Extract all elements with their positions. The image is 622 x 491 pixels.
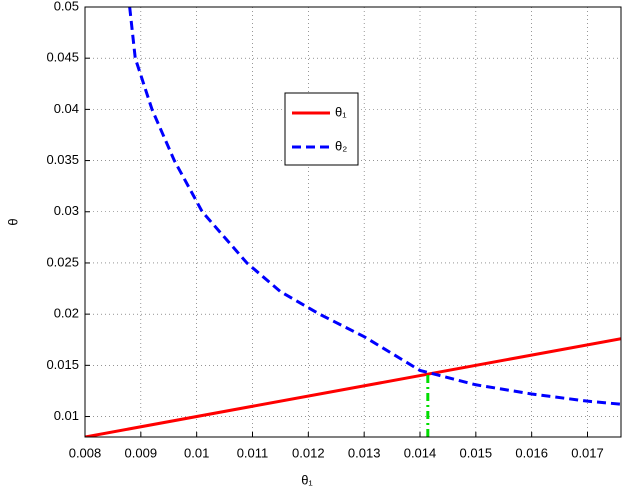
y-tick-label: 0.035 xyxy=(46,152,79,167)
y-tick-label: 0.045 xyxy=(46,50,79,65)
x-tick-label: 0.009 xyxy=(125,445,158,460)
y-tick-label: 0.05 xyxy=(54,0,79,13)
y-tick-label: 0.025 xyxy=(46,254,79,269)
x-tick-label: 0.013 xyxy=(348,445,381,460)
legend-label: θ₂ xyxy=(335,138,347,153)
plot-frame xyxy=(84,6,622,438)
y-axis-label: θ xyxy=(5,218,20,225)
x-axis-label: θ₁ xyxy=(301,472,313,487)
x-tick-label: 0.011 xyxy=(237,445,269,460)
y-tick-label: 0.02 xyxy=(54,306,79,321)
y-tick-label: 0.01 xyxy=(54,408,79,423)
legend-label: θ₁ xyxy=(335,104,347,119)
x-tick-label: 0.017 xyxy=(571,445,604,460)
legend-box xyxy=(284,92,359,166)
plot-area xyxy=(85,7,621,437)
y-tick-label: 0.015 xyxy=(46,357,79,372)
line-series xyxy=(85,337,621,437)
x-tick-label: 0.012 xyxy=(292,445,325,460)
x-tick-label: 0.016 xyxy=(515,445,548,460)
y-tick-label: 0.03 xyxy=(54,203,79,218)
x-tick-label: 0.01 xyxy=(184,445,209,460)
x-tick-label: 0.015 xyxy=(460,445,493,460)
y-tick-label: 0.04 xyxy=(54,101,79,116)
x-tick-label: 0.014 xyxy=(404,445,437,460)
x-tick-label: 0.008 xyxy=(69,445,102,460)
line-series xyxy=(128,7,621,406)
